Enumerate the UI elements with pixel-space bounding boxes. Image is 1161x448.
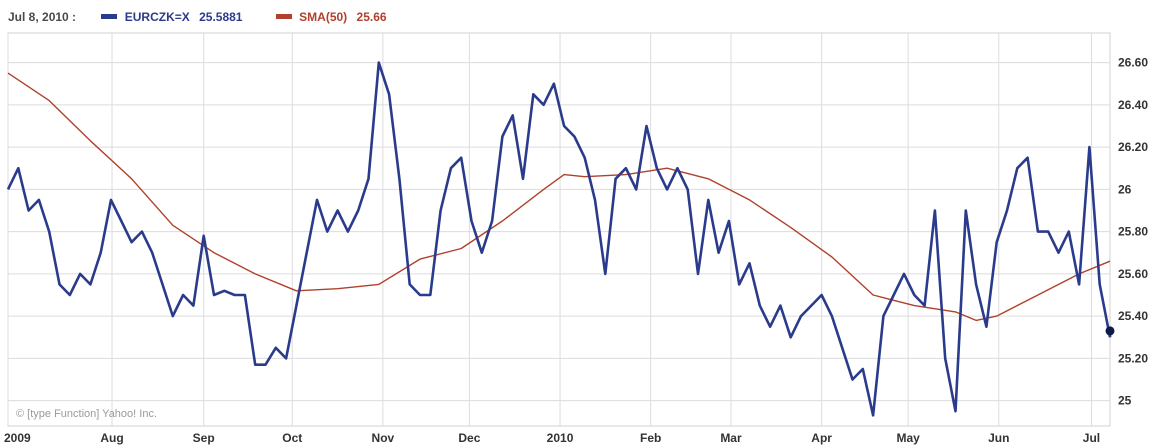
x-tick-label: Sep [193, 431, 215, 445]
y-tick-label: 25.20 [1118, 351, 1148, 365]
x-tick-label: 2009 [4, 431, 31, 445]
x-tick-label: Apr [811, 431, 832, 445]
x-tick-label: Dec [458, 431, 480, 445]
x-axis-labels: 2009 Aug Sep Oct Nov Dec 2010 Feb Mar Apr May Jun Ju… [4, 431, 1100, 445]
x-tick-label: Aug [100, 431, 123, 445]
y-tick-label: 26.20 [1118, 140, 1148, 154]
y-tick-label: 25.40 [1118, 309, 1148, 323]
y-tick-label: 26.60 [1118, 56, 1148, 70]
copyright-text: © [type Function] Yahoo! Inc. [16, 408, 157, 420]
legend-series-primary-name: EURCZK=X [124, 9, 190, 24]
y-tick-label: 26.40 [1118, 98, 1148, 112]
x-tick-label: Jun [988, 431, 1009, 445]
x-tick-label: Mar [720, 431, 742, 445]
y-tick-label: 25.60 [1118, 267, 1148, 281]
x-tick-label: May [896, 431, 920, 445]
grid-lines [7, 33, 1110, 426]
y-axis-labels: 25 25.20 25.40 25.60 25.80 26 26.20 26.40 26.60 [1118, 56, 1148, 408]
y-tick-label: 26 [1118, 182, 1132, 196]
last-price-marker [1105, 326, 1115, 336]
legend-swatch-overlay [275, 14, 292, 20]
series-layer [6, 61, 1115, 417]
chart-legend: Jul 8, 2010 : EURCZK=X 25.5881 SMA(50) 2… [8, 9, 387, 25]
y-tick-label: 25.80 [1118, 225, 1148, 239]
x-tick-label: Oct [282, 431, 302, 445]
y-tick-label: 25 [1118, 394, 1132, 408]
legend-series-overlay-value: 25.66 [356, 9, 387, 24]
legend-series-overlay-name: SMA(50) [299, 9, 348, 24]
legend-swatch-primary [101, 14, 118, 20]
x-tick-label: Jul [1083, 431, 1100, 445]
eurczk-price-line [6, 61, 1112, 417]
legend-date: Jul 8, 2010 : [8, 9, 77, 24]
x-tick-label: Feb [640, 431, 661, 445]
x-tick-label: 2010 [547, 431, 574, 445]
x-tick-label: Nov [372, 431, 395, 445]
plot-area [7, 32, 1111, 427]
legend-series-primary-value: 25.5881 [199, 9, 243, 24]
